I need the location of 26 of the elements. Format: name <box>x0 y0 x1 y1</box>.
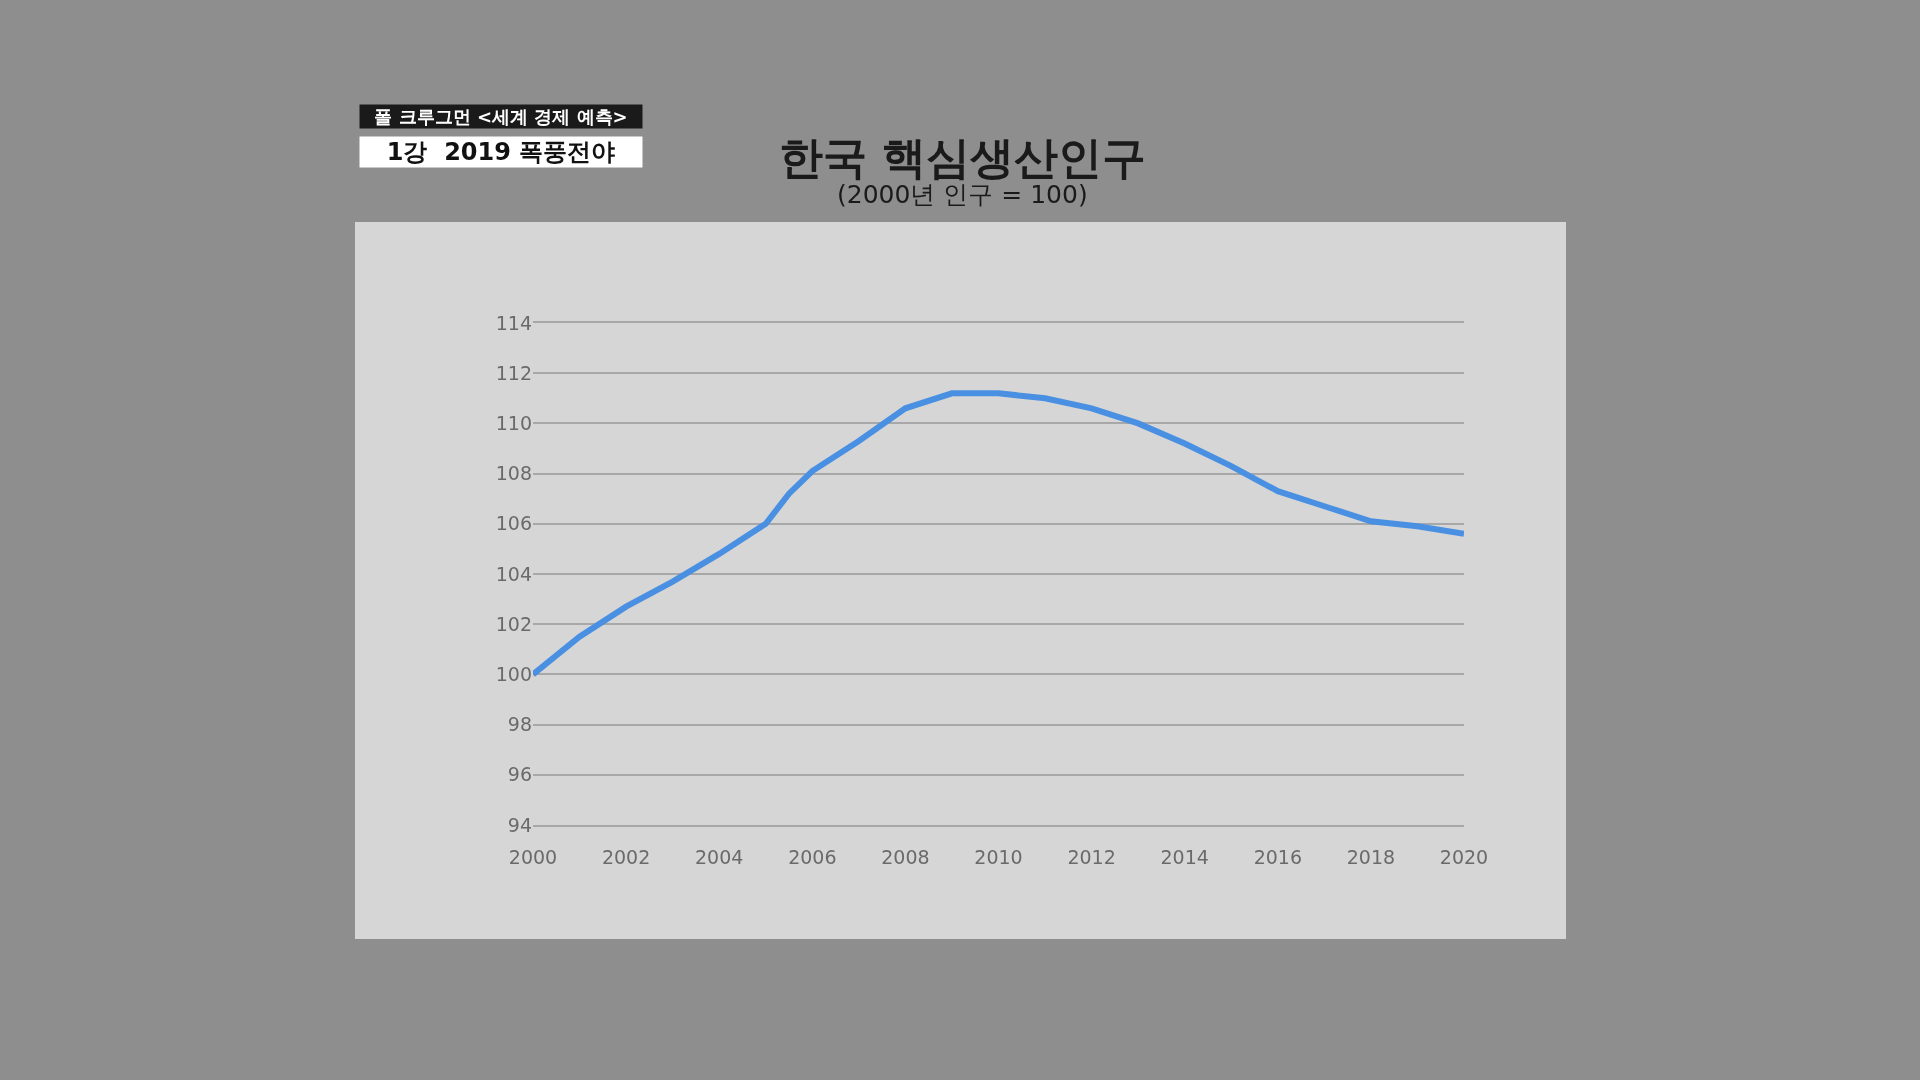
y-tick-label: 114 <box>495 311 532 334</box>
x-tick-label: 2004 <box>695 845 744 868</box>
x-tick-label: 2006 <box>788 845 837 868</box>
y-tick-label: 102 <box>495 612 532 635</box>
x-tick-label: 2016 <box>1253 845 1302 868</box>
chart-title: 한국 핵심생산인구 <box>779 132 1147 183</box>
x-tick-label: 2000 <box>508 845 558 868</box>
x-tick-label: 2012 <box>1067 845 1116 868</box>
y-tick-label: 110 <box>495 412 532 435</box>
x-tick-label: 2018 <box>1346 845 1396 868</box>
text: 1강 2019 폭풍전야 <box>386 138 616 166</box>
x-tick-label: 2014 <box>1160 845 1209 868</box>
x-tick-label: 2008 <box>881 845 930 868</box>
chart-subtitle: (2000년 인구 = 100) <box>837 180 1088 209</box>
y-tick-label: 100 <box>495 663 532 686</box>
y-tick-label: 98 <box>507 713 532 736</box>
y-tick-label: 94 <box>507 813 532 836</box>
x-tick-label: 2002 <box>601 845 651 868</box>
x-tick-label: 2020 <box>1439 845 1489 868</box>
y-tick-label: 106 <box>495 512 532 535</box>
y-tick-label: 96 <box>507 763 532 786</box>
y-tick-label: 112 <box>495 361 532 384</box>
y-tick-label: 104 <box>495 562 532 585</box>
text: 폴 크루그먼 <세계 경제 예측> <box>374 106 628 127</box>
x-tick-label: 2010 <box>974 845 1023 868</box>
y-tick-label: 108 <box>495 462 532 485</box>
